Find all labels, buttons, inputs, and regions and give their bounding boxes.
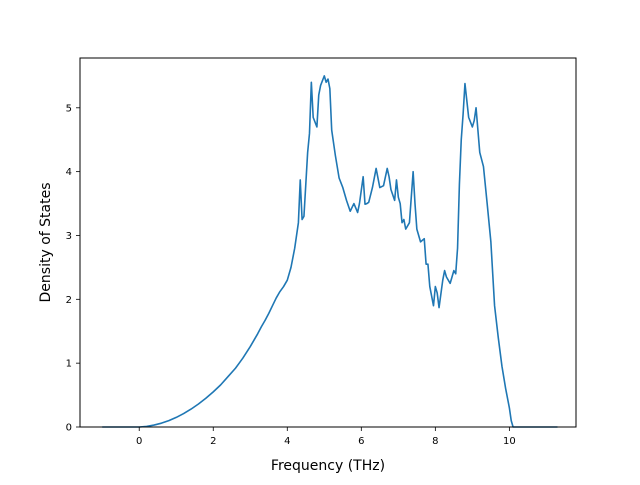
x-tick-label: 10 — [503, 436, 516, 447]
y-tick-label: 5 — [66, 103, 72, 114]
x-tick-label: 6 — [358, 436, 364, 447]
y-tick-label: 3 — [66, 231, 72, 242]
x-tick-label: 2 — [210, 436, 216, 447]
y-axis-label: Density of States — [38, 183, 54, 303]
y-tick-label: 1 — [66, 359, 72, 370]
y-tick-label: 4 — [66, 167, 72, 178]
plot-frame — [79, 57, 577, 428]
y-tick-label: 0 — [66, 423, 72, 434]
axis-ticks: 0 2 4 6 8 10 0 1 2 3 4 5 — [66, 103, 516, 447]
plot-area — [102, 75, 558, 428]
dos-series-line — [102, 75, 558, 428]
x-tick-label: 8 — [432, 436, 438, 447]
x-tick-label: 4 — [284, 436, 290, 447]
x-axis-label: Frequency (THz) — [271, 458, 385, 474]
y-tick-label: 2 — [66, 295, 72, 306]
x-tick-label: 0 — [136, 436, 142, 447]
